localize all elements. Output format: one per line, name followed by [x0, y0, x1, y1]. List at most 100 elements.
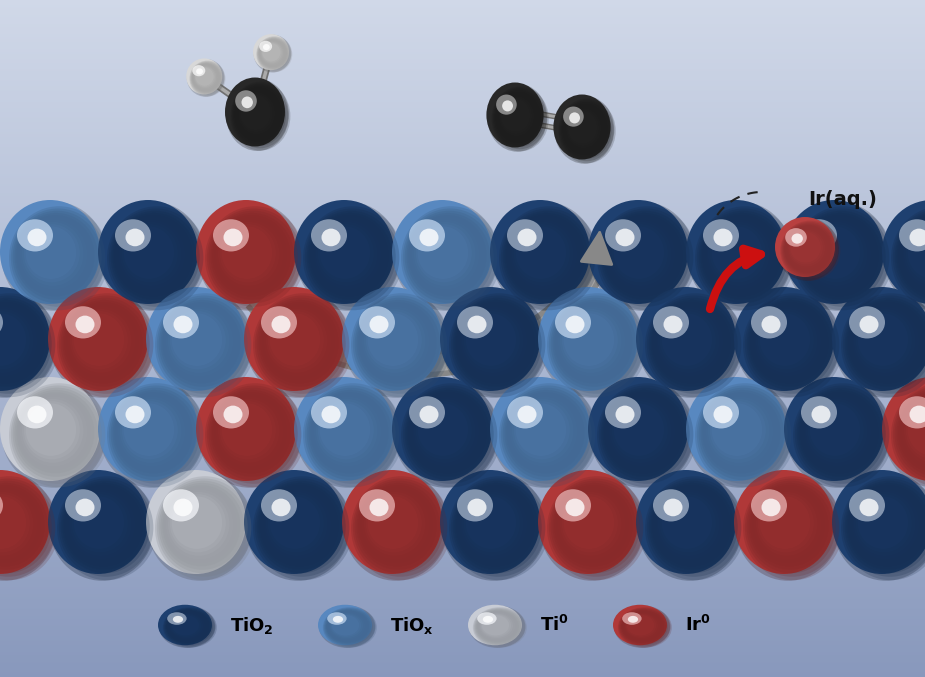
- Bar: [0, 615, 925, 616]
- Ellipse shape: [789, 231, 823, 265]
- Bar: [0, 653, 925, 655]
- Ellipse shape: [589, 202, 695, 311]
- Ellipse shape: [456, 302, 535, 383]
- Ellipse shape: [107, 206, 207, 310]
- Ellipse shape: [637, 472, 743, 581]
- Bar: [0, 452, 925, 454]
- Ellipse shape: [413, 219, 479, 289]
- Ellipse shape: [561, 101, 611, 159]
- Ellipse shape: [625, 613, 658, 638]
- Bar: [0, 2, 925, 3]
- Bar: [0, 374, 925, 376]
- Ellipse shape: [902, 397, 925, 466]
- Bar: [0, 462, 925, 464]
- Bar: [0, 315, 925, 317]
- Bar: [0, 17, 925, 18]
- Ellipse shape: [0, 487, 41, 563]
- Bar: [0, 73, 925, 74]
- Ellipse shape: [124, 226, 174, 279]
- Bar: [0, 655, 925, 657]
- Bar: [0, 590, 925, 592]
- Bar: [0, 257, 925, 259]
- Bar: [0, 254, 925, 256]
- Ellipse shape: [126, 229, 144, 246]
- Ellipse shape: [218, 222, 279, 286]
- Ellipse shape: [568, 111, 597, 144]
- Text: $\mathbf{TiO_2}$: $\mathbf{TiO_2}$: [230, 615, 274, 636]
- Ellipse shape: [605, 219, 641, 251]
- Ellipse shape: [369, 315, 388, 333]
- Ellipse shape: [65, 302, 142, 383]
- Ellipse shape: [220, 224, 276, 282]
- Bar: [0, 481, 925, 482]
- Ellipse shape: [318, 605, 372, 645]
- Ellipse shape: [327, 611, 367, 641]
- Ellipse shape: [703, 219, 739, 251]
- Ellipse shape: [893, 209, 925, 307]
- Bar: [0, 518, 925, 520]
- Ellipse shape: [496, 92, 540, 143]
- Ellipse shape: [253, 293, 353, 397]
- Ellipse shape: [172, 313, 222, 366]
- Ellipse shape: [695, 383, 795, 487]
- Ellipse shape: [783, 225, 833, 275]
- Bar: [0, 529, 925, 531]
- Ellipse shape: [608, 219, 675, 289]
- Ellipse shape: [896, 390, 925, 477]
- Bar: [0, 471, 925, 473]
- Bar: [0, 592, 925, 594]
- Ellipse shape: [167, 611, 207, 641]
- Ellipse shape: [166, 610, 211, 644]
- Bar: [0, 641, 925, 643]
- Ellipse shape: [76, 498, 94, 517]
- Ellipse shape: [193, 65, 217, 89]
- Ellipse shape: [261, 485, 339, 566]
- Ellipse shape: [758, 494, 814, 552]
- Ellipse shape: [0, 476, 59, 580]
- Ellipse shape: [473, 607, 527, 648]
- Bar: [0, 616, 925, 617]
- Ellipse shape: [538, 470, 638, 574]
- Bar: [0, 162, 925, 164]
- Ellipse shape: [658, 492, 720, 556]
- Ellipse shape: [458, 305, 531, 380]
- Bar: [0, 129, 925, 131]
- Bar: [0, 423, 925, 425]
- Bar: [0, 565, 925, 567]
- Ellipse shape: [482, 615, 509, 636]
- Ellipse shape: [111, 211, 200, 303]
- Ellipse shape: [409, 215, 487, 297]
- Ellipse shape: [663, 315, 683, 333]
- Ellipse shape: [311, 219, 347, 251]
- Ellipse shape: [48, 287, 148, 391]
- Ellipse shape: [307, 388, 396, 480]
- Ellipse shape: [59, 295, 154, 394]
- Ellipse shape: [222, 403, 272, 456]
- Ellipse shape: [809, 226, 860, 279]
- Ellipse shape: [567, 110, 599, 146]
- Ellipse shape: [196, 377, 296, 481]
- Ellipse shape: [598, 209, 694, 307]
- Ellipse shape: [687, 378, 793, 487]
- Ellipse shape: [566, 108, 601, 148]
- Ellipse shape: [20, 219, 87, 289]
- Ellipse shape: [454, 300, 538, 387]
- Ellipse shape: [896, 213, 925, 300]
- Ellipse shape: [500, 97, 532, 134]
- Bar: [0, 603, 925, 604]
- Ellipse shape: [17, 392, 94, 473]
- Bar: [0, 37, 925, 39]
- Bar: [0, 335, 925, 337]
- Ellipse shape: [793, 206, 893, 310]
- Ellipse shape: [735, 472, 841, 581]
- Bar: [0, 556, 925, 559]
- Ellipse shape: [898, 392, 925, 473]
- Ellipse shape: [450, 479, 546, 577]
- Ellipse shape: [751, 306, 787, 338]
- Ellipse shape: [652, 485, 731, 566]
- Bar: [0, 42, 925, 44]
- Bar: [0, 127, 925, 129]
- Ellipse shape: [510, 397, 577, 466]
- Bar: [0, 132, 925, 133]
- Ellipse shape: [458, 487, 531, 563]
